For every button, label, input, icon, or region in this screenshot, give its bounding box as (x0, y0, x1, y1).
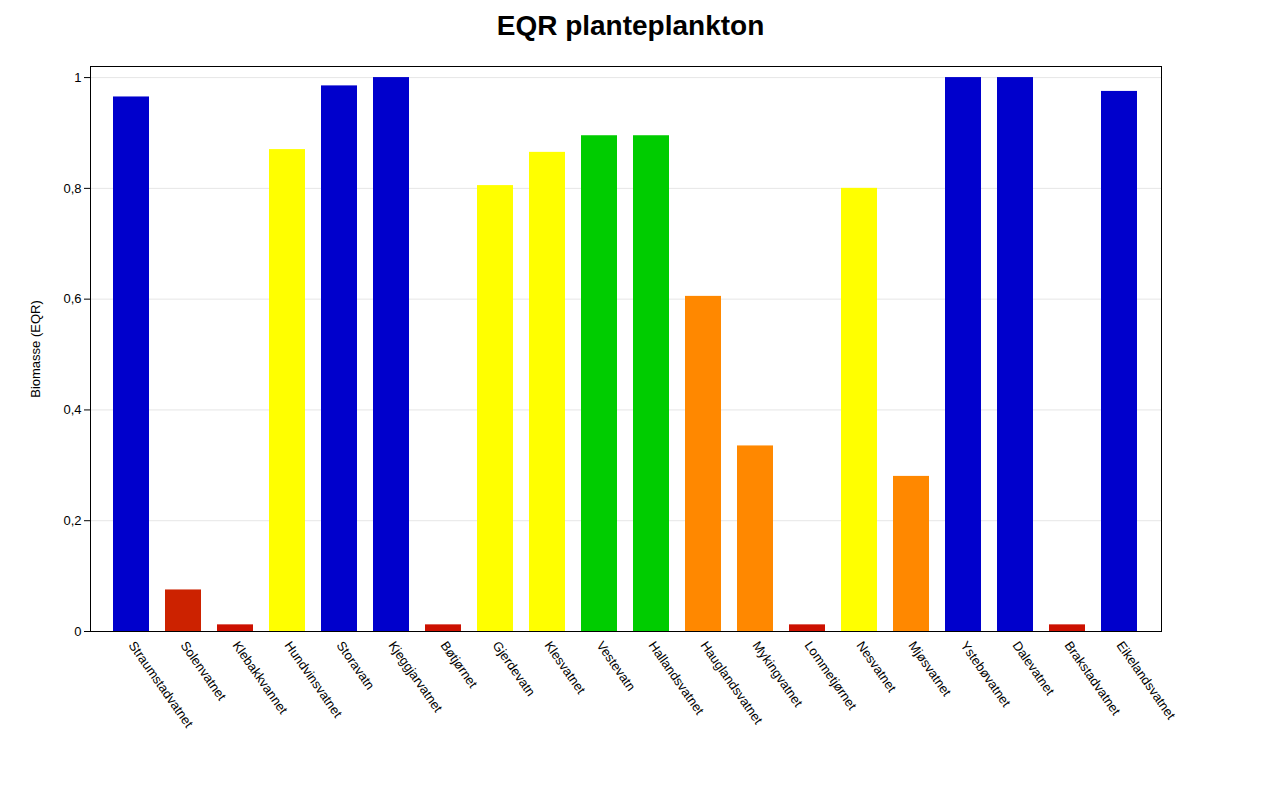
svg-text:Brakstadvatnet: Brakstadvatnet (1062, 638, 1124, 718)
svg-text:Dalevatnet: Dalevatnet (1010, 638, 1058, 698)
svg-text:Biomasse (EQR): Biomasse (EQR) (28, 300, 43, 398)
html-text:EQR planteplankton: EQR planteplankton (496, 10, 765, 41)
svg-text:0,8: 0,8 (63, 181, 81, 196)
svg-text:Ystebøvatnet: Ystebøvatnet (958, 638, 1014, 710)
svg-text:Nesvatnet: Nesvatnet (854, 638, 900, 695)
svg-text:0,4: 0,4 (63, 402, 81, 417)
svg-text:Klesvatnet: Klesvatnet (542, 638, 589, 697)
svg-text:Mjøsvatnet: Mjøsvatnet (906, 638, 955, 699)
svg-text:Solenvatnet: Solenvatnet (178, 638, 230, 703)
svg-text:1: 1 (74, 70, 81, 85)
svg-text:Lommetjørnet: Lommetjørnet (802, 638, 861, 713)
svg-text:Kjeggjarvatnet: Kjeggjarvatnet (386, 638, 446, 715)
svg-text:Hundvinsvatnet: Hundvinsvatnet (282, 638, 346, 720)
svg-text:Straumstadvatnet: Straumstadvatnet (125, 638, 197, 731)
svg-text:Gjerdevatn: Gjerdevatn (490, 638, 539, 699)
svg-text:Bøtjørnet: Bøtjørnet (438, 638, 481, 691)
svg-text:Hallandsvatnet: Hallandsvatnet (646, 638, 708, 717)
svg-text:0,2: 0,2 (63, 513, 81, 528)
svg-text:Hauglandsvatnet: Hauglandsvatnet (697, 638, 766, 727)
svg-text:Mykingvatnet: Mykingvatnet (750, 638, 806, 710)
svg-text:Vestevatn: Vestevatn (594, 638, 639, 693)
svg-text:Klebakkvannet: Klebakkvannet (230, 638, 291, 717)
svg-text:0: 0 (74, 624, 81, 639)
svg-text:Eikelandsvatnet: Eikelandsvatnet (1114, 638, 1179, 722)
svg-text:0,6: 0,6 (63, 291, 81, 306)
svg-text:Storavatn: Storavatn (334, 638, 378, 692)
